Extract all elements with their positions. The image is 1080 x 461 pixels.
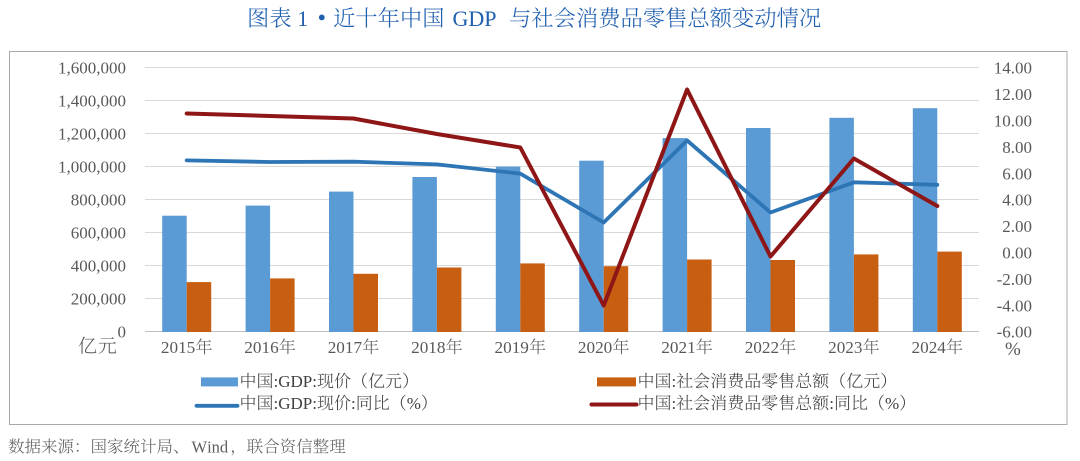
svg-text:2021: 2021 (661, 338, 695, 357)
svg-text:12.00: 12.00 (994, 85, 1032, 104)
svg-text:1,600,000: 1,600,000 (58, 59, 126, 78)
svg-text:6.00: 6.00 (1002, 164, 1032, 183)
svg-text:1,200,000: 1,200,000 (58, 125, 126, 144)
svg-text:2019: 2019 (495, 338, 529, 357)
svg-text:4.00: 4.00 (1002, 191, 1032, 210)
svg-text:8.00: 8.00 (1002, 138, 1032, 157)
svg-text:-6.00: -6.00 (997, 323, 1032, 342)
svg-text:2024: 2024 (912, 338, 947, 357)
svg-text:Wind: Wind (192, 437, 229, 456)
svg-text:1,400,000: 1,400,000 (58, 92, 126, 111)
svg-text:10.00: 10.00 (994, 112, 1032, 131)
svg-text:1,000,000: 1,000,000 (58, 158, 126, 177)
svg-text:-2.00: -2.00 (997, 270, 1032, 289)
svg-text::: : (672, 372, 677, 391)
svg-text:GDP: GDP (453, 6, 497, 31)
svg-text:2022: 2022 (745, 338, 779, 357)
svg-text:2023: 2023 (828, 338, 862, 357)
svg-text:2018: 2018 (411, 338, 445, 357)
svg-text:200,000: 200,000 (71, 290, 126, 309)
svg-text:0.00: 0.00 (1002, 244, 1032, 263)
svg-text:2016: 2016 (244, 338, 279, 357)
svg-text::GDP:: :GDP: (274, 394, 317, 413)
svg-text:0: 0 (118, 323, 127, 342)
svg-text::: : (351, 394, 356, 413)
svg-text:2017: 2017 (328, 338, 363, 357)
svg-text:2.00: 2.00 (1002, 217, 1032, 236)
svg-text:-4.00: -4.00 (997, 296, 1032, 315)
svg-text:14.00: 14.00 (994, 59, 1032, 78)
svg-text::: : (829, 394, 834, 413)
svg-text::GDP:: :GDP: (274, 372, 317, 391)
svg-text:400,000: 400,000 (71, 257, 126, 276)
svg-text:2020: 2020 (578, 338, 612, 357)
svg-text:1: 1 (297, 6, 308, 31)
svg-text:%: % (1005, 339, 1021, 360)
svg-text:800,000: 800,000 (71, 191, 126, 210)
svg-text:%: % (885, 394, 899, 413)
svg-text::: : (672, 394, 677, 413)
svg-text:%: % (407, 394, 421, 413)
svg-text:2015: 2015 (161, 338, 195, 357)
svg-text:600,000: 600,000 (71, 224, 126, 243)
